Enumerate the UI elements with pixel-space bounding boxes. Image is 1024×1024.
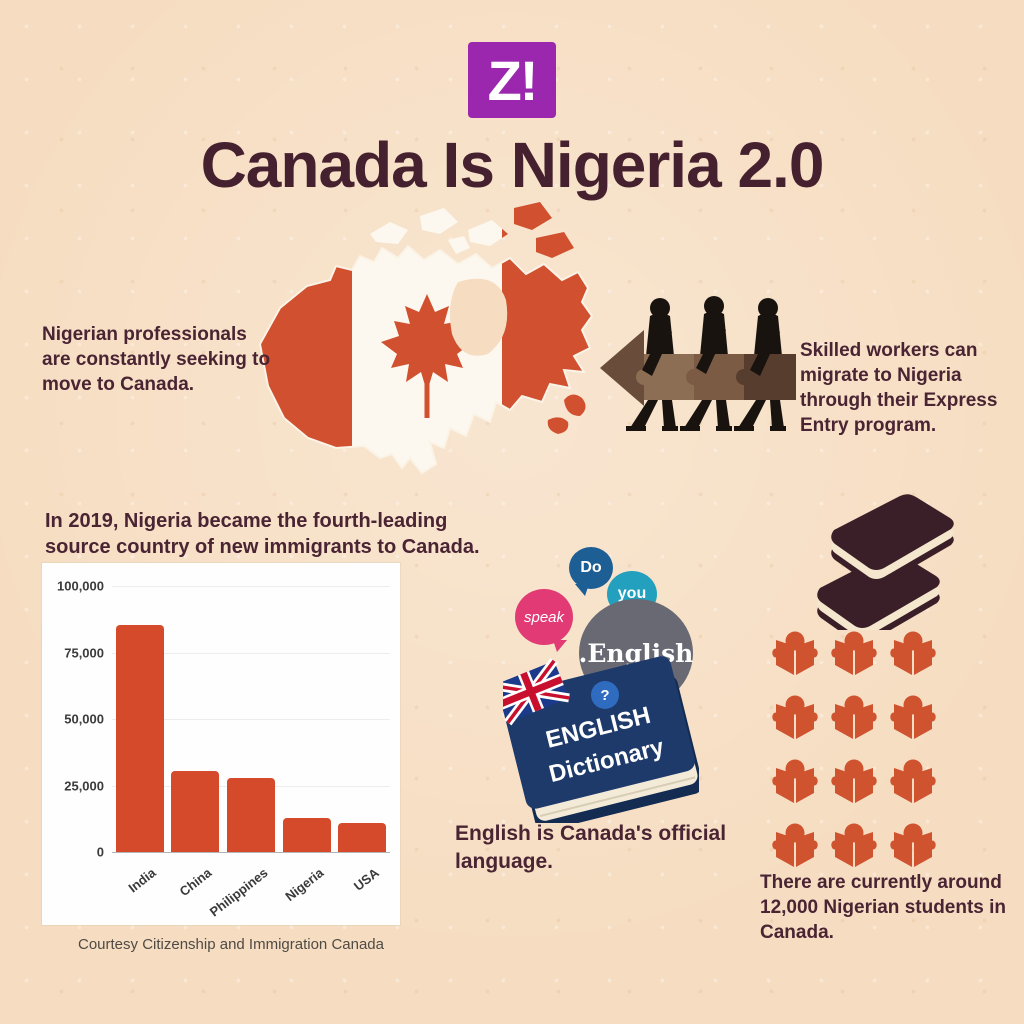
bars-container xyxy=(112,586,390,852)
chart-plot-area xyxy=(112,586,390,853)
reader-icon xyxy=(772,695,818,739)
reader-icon xyxy=(831,759,877,803)
grid-line xyxy=(112,586,390,587)
official-language-text: English is Canada's official language. xyxy=(455,822,727,873)
english-dictionary-book: ENGLISH Dictionary xyxy=(492,655,703,831)
reader-icon xyxy=(831,695,877,739)
bubble-text: Do xyxy=(580,559,602,576)
y-axis-tick-label: 0 xyxy=(96,844,104,860)
english-dictionary-graphic: Do you speak .English xyxy=(492,543,735,843)
professionals-text: Nigerian professionals are constantly se… xyxy=(42,324,271,396)
bar xyxy=(338,822,387,852)
x-axis-label: Nigeria xyxy=(281,865,326,904)
reader-icon xyxy=(772,759,818,803)
x-axis-label-cell: Nigeria xyxy=(281,855,331,915)
x-axis-label-cell: India xyxy=(116,855,164,915)
x-axis-label-cell: Philippines xyxy=(206,855,275,920)
bar xyxy=(115,624,164,852)
y-axis-tick-label: 50,000 xyxy=(64,711,104,727)
page-title: Canada Is Nigeria 2.0 xyxy=(200,129,825,201)
union-jack-icon xyxy=(492,658,570,726)
reader-icon xyxy=(890,759,936,803)
bubble-text: you xyxy=(617,585,647,602)
hudson-bay-shape xyxy=(450,278,508,356)
maple-leaf-icon xyxy=(381,294,473,418)
canada-map-icon xyxy=(258,202,594,475)
reader-icon xyxy=(772,631,818,675)
reader-icon xyxy=(831,631,877,675)
x-axis-label: China xyxy=(176,865,215,900)
y-axis-tick-label: 75,000 xyxy=(64,645,104,660)
speech-bubble-do: Do xyxy=(569,547,613,596)
bar xyxy=(171,770,220,852)
reader-icon xyxy=(831,823,877,867)
x-axis-label: India xyxy=(125,865,160,896)
x-axis-label: USA xyxy=(350,865,382,894)
question-bubble: ? xyxy=(591,681,619,709)
grid-line xyxy=(112,719,390,720)
bar-chart: India China Philippines Nigeria USA 0 25,000 5… xyxy=(42,563,400,925)
x-axis-label-cell: USA xyxy=(338,855,386,915)
bubble-text: speak xyxy=(523,608,565,626)
y-axis-tick-label: 100,000 xyxy=(57,578,104,594)
books-stack-icon xyxy=(817,494,954,644)
bar xyxy=(282,818,331,852)
chart-x-axis: India China Philippines Nigeria USA xyxy=(112,855,390,920)
reader-icon xyxy=(890,823,936,867)
workers-arrow-graphic xyxy=(598,288,798,443)
skilled-workers-text: Skilled workers can migrate to Nigeria t… xyxy=(800,340,998,437)
reader-icon xyxy=(890,631,936,675)
grid-line xyxy=(112,652,390,654)
y-axis-tick-label: 25,000 xyxy=(64,778,104,793)
reader-icon xyxy=(890,695,936,739)
bubble-text: ? xyxy=(600,686,610,704)
books-graphic xyxy=(798,478,958,644)
puzzle-arrow-icon xyxy=(600,330,796,406)
brand-logo: Z! xyxy=(468,42,556,118)
workers-carrying-arrow-icon xyxy=(600,296,796,431)
students-grid xyxy=(772,630,948,870)
brand-logo-text: Z! xyxy=(487,48,539,112)
grid-line xyxy=(112,852,390,853)
reader-icon xyxy=(772,823,818,867)
bar xyxy=(226,778,275,852)
speech-bubble-speak: speak xyxy=(515,589,573,652)
chart-source-caption: Courtesy Citizenship and Immigration Can… xyxy=(78,936,384,953)
students-text: There are currently around 12,000 Nigeri… xyxy=(760,872,1007,944)
canada-flag-map-graphic xyxy=(252,196,597,491)
chart-heading: In 2019, Nigeria became the fourth-leadi… xyxy=(45,510,480,559)
